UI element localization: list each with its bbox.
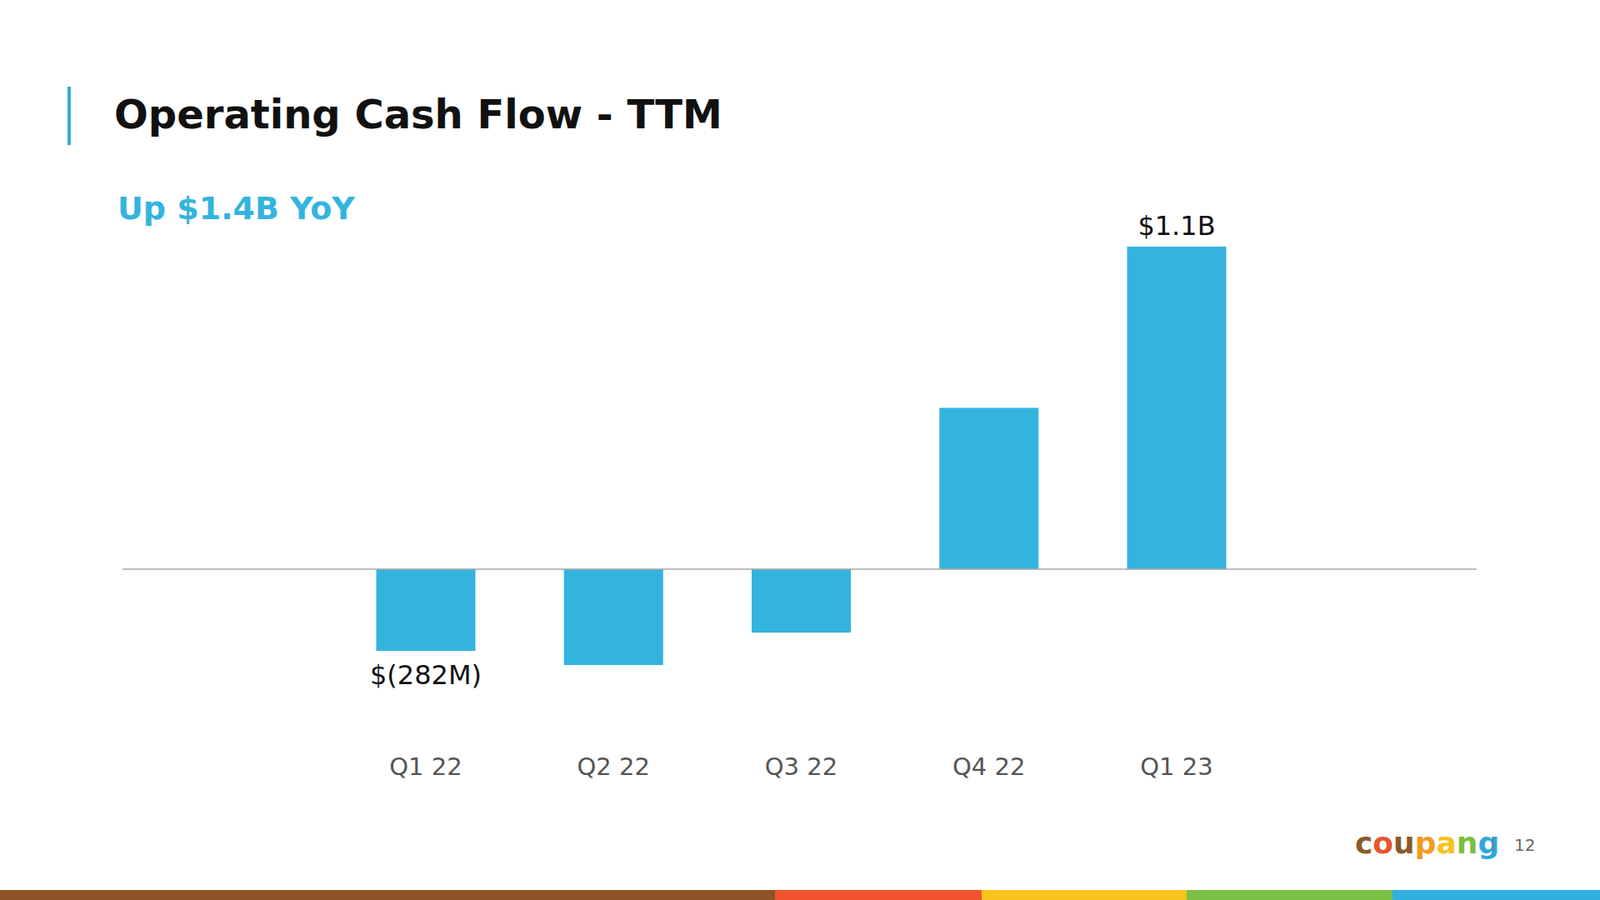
page-number: 12: [1514, 835, 1535, 855]
logo-letter: u: [1393, 825, 1415, 860]
bar: [1127, 246, 1227, 570]
logo: coupang: [1355, 825, 1500, 860]
footer-stripe: [1392, 890, 1600, 900]
logo-letter: g: [1477, 825, 1500, 860]
footer-separator: [1492, 838, 1495, 852]
footer-stripe: [981, 890, 1187, 900]
logo-letter: c: [1355, 825, 1373, 860]
logo-letter: n: [1456, 825, 1479, 860]
logo-letter: o: [1372, 825, 1394, 860]
category-label: Q2 22: [577, 752, 650, 781]
title: Operating Cash Flow - TTM: [114, 90, 723, 138]
logo-letter: p: [1415, 825, 1437, 860]
category-label: Q1 23: [1140, 752, 1213, 781]
baseline: [122, 568, 1477, 570]
title-accent: [67, 86, 71, 145]
bar: [376, 569, 476, 651]
data-label: $1.1B: [1137, 210, 1215, 242]
footer-stripe: [0, 890, 775, 900]
category-label: Q4 22: [952, 752, 1025, 781]
bar: [939, 407, 1039, 570]
category-label: Q3 22: [765, 752, 838, 781]
category-label: Q1 22: [389, 752, 462, 781]
subtitle: Up $1.4B YoY: [117, 190, 355, 227]
footer-stripe: [775, 890, 982, 900]
logo-letter: a: [1436, 825, 1457, 860]
bar: [751, 569, 851, 633]
bars: [376, 246, 1227, 665]
bar: [564, 569, 664, 665]
footer-stripe: [1186, 890, 1393, 900]
data-label: $(282M): [370, 659, 482, 691]
